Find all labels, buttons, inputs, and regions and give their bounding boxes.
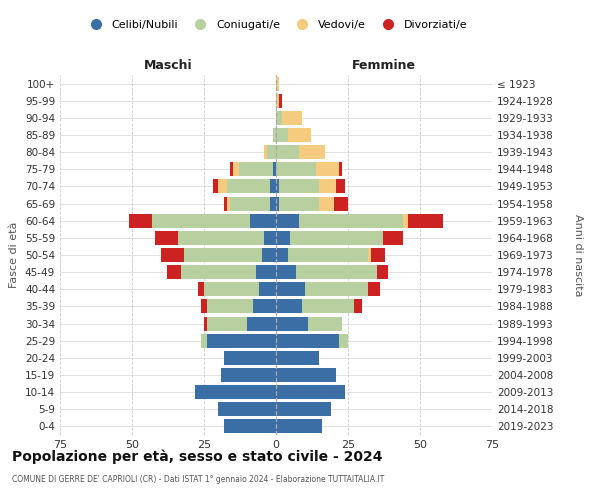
Bar [276,282,305,296]
Bar [368,248,371,262]
Bar [371,248,385,262]
Bar [198,282,204,296]
Bar [265,231,276,245]
Bar [276,196,279,210]
Bar [155,231,178,245]
Bar [276,248,287,262]
Bar [276,385,345,399]
Bar [354,300,362,314]
Bar [253,300,276,314]
Bar [276,214,299,228]
Bar [319,180,337,194]
Bar [319,196,334,210]
Bar [218,180,227,194]
Bar [302,300,354,314]
Bar [247,316,276,330]
Bar [276,145,299,159]
Bar [196,385,276,399]
Bar [308,316,342,330]
Y-axis label: Fasce di età: Fasce di età [10,222,19,288]
Bar [316,162,340,176]
Bar [276,316,308,330]
Bar [276,420,322,434]
Bar [290,231,383,245]
Bar [276,94,279,108]
Bar [299,145,325,159]
Bar [276,76,279,90]
Bar [265,145,268,159]
Bar [259,282,276,296]
Text: COMUNE DI GERRE DE' CAPRIOLI (CR) - Dati ISTAT 1° gennaio 2024 - Elaborazione TU: COMUNE DI GERRE DE' CAPRIOLI (CR) - Dati… [12,475,384,484]
Bar [167,265,181,279]
Bar [129,214,152,228]
Bar [227,196,230,210]
Bar [276,402,331,416]
Text: Popolazione per età, sesso e stato civile - 2024: Popolazione per età, sesso e stato civil… [12,450,383,464]
Bar [204,282,259,296]
Bar [230,196,270,210]
Bar [276,128,287,142]
Bar [282,111,302,125]
Bar [218,402,276,416]
Bar [305,282,368,296]
Bar [181,265,256,279]
Bar [239,162,273,176]
Legend: Celibi/Nubili, Coniugati/e, Vedovi/e, Divorziati/e: Celibi/Nubili, Coniugati/e, Vedovi/e, Di… [80,16,472,34]
Bar [201,300,207,314]
Bar [233,162,239,176]
Bar [204,316,207,330]
Bar [279,180,319,194]
Bar [276,368,337,382]
Bar [224,420,276,434]
Bar [161,248,184,262]
Bar [383,231,403,245]
Bar [184,248,262,262]
Bar [268,145,276,159]
Bar [207,300,253,314]
Y-axis label: Anni di nascita: Anni di nascita [573,214,583,296]
Bar [276,300,302,314]
Bar [207,334,276,347]
Bar [201,334,207,347]
Bar [152,214,250,228]
Bar [279,196,319,210]
Bar [273,162,276,176]
Bar [409,214,443,228]
Bar [403,214,409,228]
Bar [262,248,276,262]
Bar [287,248,368,262]
Bar [287,128,311,142]
Bar [276,231,290,245]
Bar [178,231,265,245]
Bar [212,180,218,194]
Bar [340,334,348,347]
Bar [296,265,377,279]
Bar [270,196,276,210]
Bar [224,351,276,365]
Bar [368,282,380,296]
Bar [273,128,276,142]
Bar [276,265,296,279]
Bar [340,162,342,176]
Bar [276,162,316,176]
Bar [224,196,227,210]
Bar [256,265,276,279]
Bar [276,351,319,365]
Bar [227,180,270,194]
Bar [276,111,282,125]
Bar [250,214,276,228]
Bar [276,180,279,194]
Bar [377,265,388,279]
Bar [334,196,348,210]
Text: Femmine: Femmine [352,58,416,71]
Bar [230,162,233,176]
Bar [299,214,403,228]
Bar [221,368,276,382]
Bar [279,94,282,108]
Bar [270,180,276,194]
Text: Maschi: Maschi [143,58,193,71]
Bar [276,334,340,347]
Bar [207,316,247,330]
Bar [337,180,345,194]
